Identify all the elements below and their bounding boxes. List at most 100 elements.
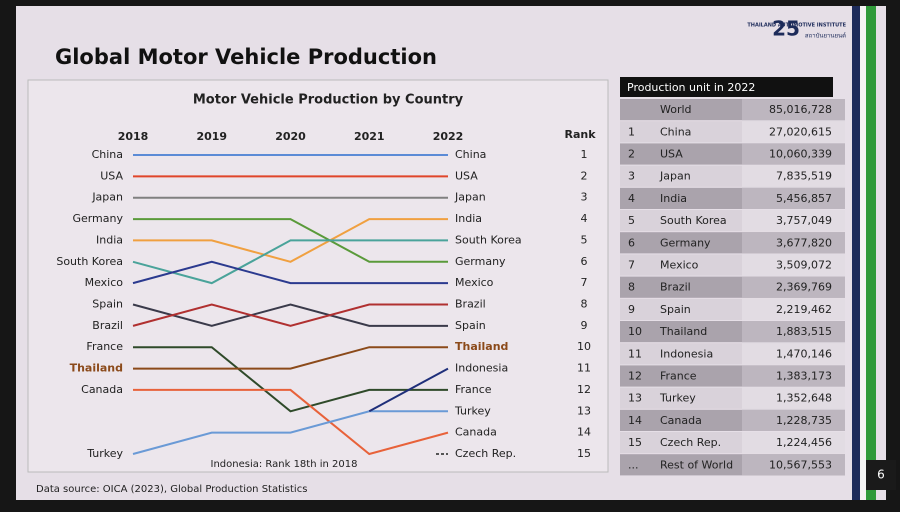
end-label: USA [455, 169, 478, 182]
series-line [133, 346, 448, 370]
value-cell: 10,060,339 [769, 148, 832, 161]
rank-cell: 9 [628, 303, 635, 316]
country-cell: India [660, 192, 687, 205]
value-cell: 27,020,615 [769, 125, 832, 138]
y-tick-label: 6 [581, 255, 588, 268]
series-line [133, 218, 448, 263]
start-label: Mexico [85, 276, 124, 289]
end-label: Canada [455, 426, 497, 439]
table-cell [742, 254, 845, 276]
table-cell [742, 99, 845, 121]
start-label: Turkey [86, 447, 123, 460]
chart-title: Motor Vehicle Production by Country [193, 93, 464, 108]
rank-cell: 3 [628, 170, 635, 183]
end-label: Czech Rep. [455, 447, 516, 460]
end-label: Brazil [455, 298, 486, 311]
value-cell: 1,383,173 [776, 370, 832, 383]
y-tick-label: 7 [581, 276, 588, 289]
rank-cell: 12 [628, 370, 642, 383]
table-cell [742, 121, 845, 143]
end-label: France [455, 383, 492, 396]
country-cell: Indonesia [660, 347, 713, 360]
value-cell: 1,228,735 [776, 414, 832, 427]
end-label: South Korea [455, 233, 522, 246]
series-line [133, 388, 449, 456]
series-line [132, 303, 448, 327]
end-label: Mexico [455, 276, 494, 289]
value-cell: 1,883,515 [776, 325, 832, 338]
table-cell [742, 210, 845, 232]
rank-cell: 10 [628, 325, 642, 338]
country-cell: China [660, 125, 691, 138]
y-tick-label: 1 [581, 148, 588, 161]
rank-cell: 4 [628, 192, 635, 205]
end-label: China [455, 148, 486, 161]
country-cell: Japan [659, 170, 691, 183]
rank-cell: 11 [628, 347, 642, 360]
table-cell [742, 187, 845, 209]
value-cell: 1,352,648 [776, 392, 832, 405]
y-tick-label: 12 [577, 383, 591, 396]
country-cell: Brazil [660, 281, 691, 294]
table-cell [742, 232, 845, 254]
stripe [860, 6, 866, 500]
page-number-box [866, 460, 896, 490]
table-cell [742, 365, 845, 387]
rank-cell: 15 [628, 436, 642, 449]
rank-cell: 5 [628, 214, 635, 227]
table-cell [742, 409, 845, 431]
rank-cell: 8 [628, 281, 635, 294]
x-tick-label: 2022 [433, 130, 464, 143]
chart-frame [27, 79, 609, 473]
rank-cell: ... [628, 458, 639, 471]
country-cell: USA [660, 148, 683, 161]
value-cell: 7,835,519 [776, 170, 832, 183]
x-tick-label: 2019 [196, 130, 227, 143]
start-label: India [96, 233, 123, 246]
country-cell: Turkey [659, 392, 696, 405]
series-line [132, 303, 448, 327]
y-tick-label: 3 [581, 191, 588, 204]
start-label: Thailand [70, 362, 123, 375]
end-label: Indonesia [455, 362, 508, 375]
end-label: India [455, 212, 482, 225]
country-cell: Thailand [659, 325, 707, 338]
slide-title: Global Motor Vehicle Production [55, 45, 437, 69]
value-cell: 3,757,049 [776, 214, 832, 227]
start-label: Spain [92, 298, 123, 311]
country-cell: Spain [660, 303, 691, 316]
table-cell [742, 454, 845, 476]
table-cell [742, 298, 845, 320]
end-label: Japan [454, 191, 486, 204]
start-label: France [86, 340, 123, 353]
table-cell [742, 165, 845, 187]
source: Data source: OICA (2023), Global Product… [36, 484, 307, 495]
end-label: Thailand [455, 340, 508, 353]
table-header-bg [620, 77, 833, 97]
country-cell: Mexico [660, 259, 699, 272]
end-label: Germany [455, 255, 506, 268]
value-cell: 85,016,728 [769, 103, 832, 116]
country-cell: Czech Rep. [660, 436, 721, 449]
rank-cell: 2 [628, 148, 635, 161]
series-line [133, 218, 448, 263]
country-cell: South Korea [660, 214, 727, 227]
y-tick-label: 4 [581, 212, 588, 225]
start-label: South Korea [56, 255, 123, 268]
rank-cell: 13 [628, 392, 642, 405]
country-cell: World [660, 103, 692, 116]
country-cell: Canada [660, 414, 702, 427]
table-cell [742, 276, 845, 298]
logo-number: 25 [772, 17, 800, 41]
y-tick-label: 10 [577, 340, 591, 353]
y-tick-label: 15 [577, 447, 591, 460]
start-label: Japan [91, 191, 123, 204]
start-label: Canada [81, 383, 123, 396]
start-label: USA [100, 169, 123, 182]
y-tick-label: 9 [581, 319, 588, 332]
rank-cell: 1 [628, 125, 635, 138]
logo-text: THAILAND AUTOMOTIVE INSTITUTE [747, 23, 846, 29]
value-cell: 1,224,456 [776, 436, 832, 449]
table-cell [742, 343, 845, 365]
